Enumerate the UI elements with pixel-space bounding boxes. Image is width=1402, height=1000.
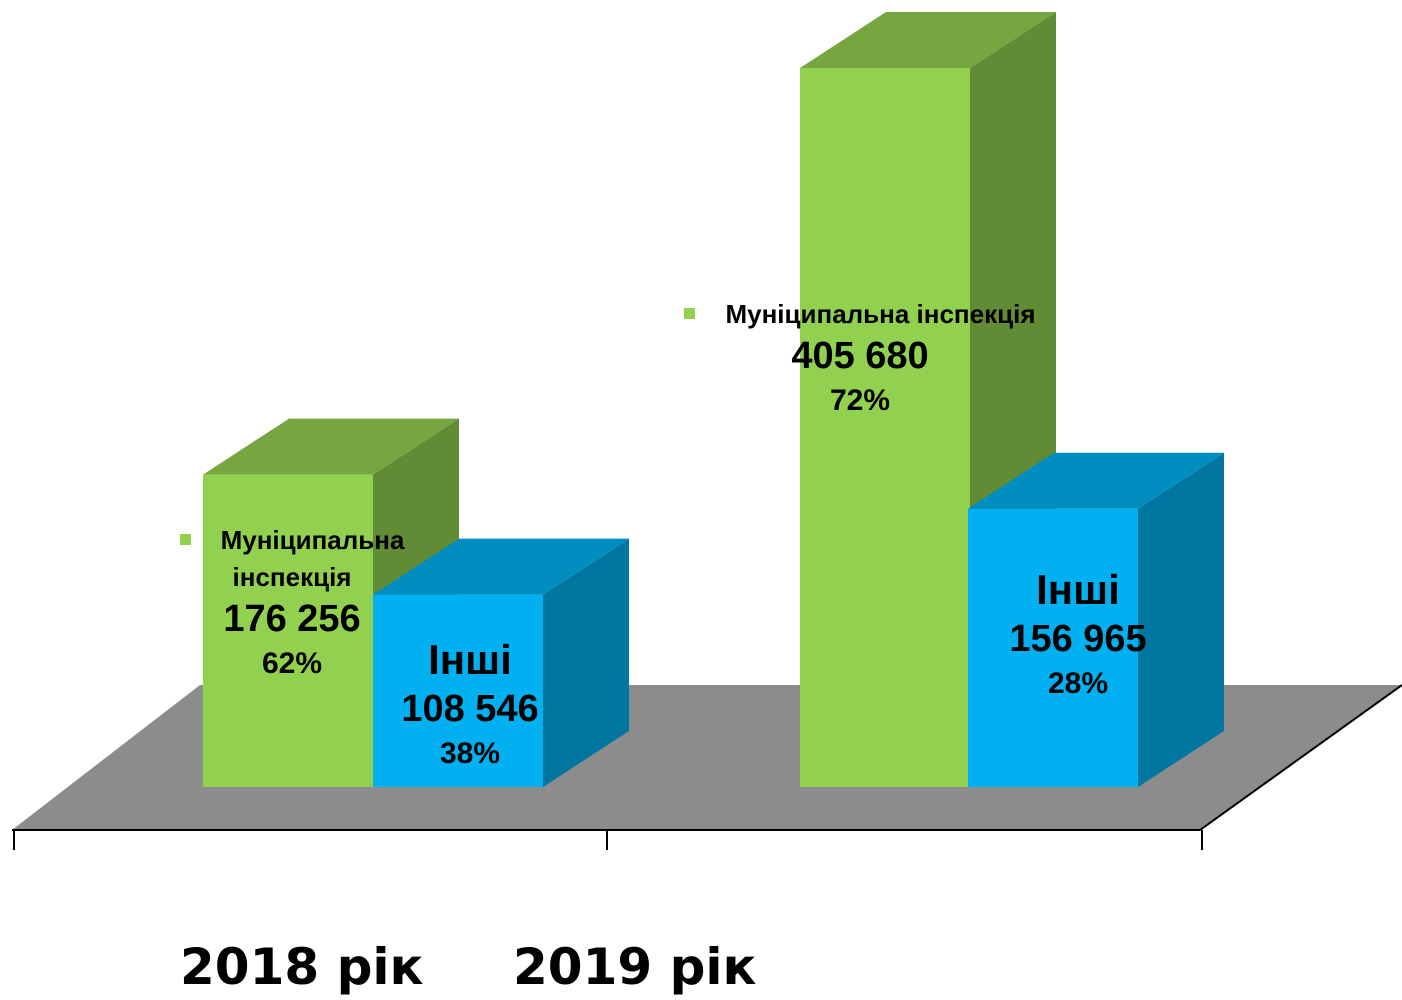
bar bbox=[968, 508, 1138, 787]
series-name: Інші bbox=[360, 634, 580, 686]
series-name-text: Інші bbox=[1036, 566, 1120, 613]
share-label: 38% bbox=[439, 737, 501, 770]
share-label: 62% bbox=[261, 647, 323, 680]
value-label: 176 256 bbox=[223, 598, 361, 640]
legend-key bbox=[179, 533, 191, 545]
series-name: Муніципальна інспекція bbox=[167, 522, 417, 596]
share-label: 28% bbox=[1047, 667, 1109, 700]
data-label: Інші 156 965 28% bbox=[968, 564, 1188, 706]
series-name: Інші bbox=[968, 564, 1188, 616]
bar bbox=[800, 68, 970, 787]
value-label: 108 546 bbox=[401, 688, 539, 730]
bar-top bbox=[800, 12, 1056, 68]
bar bbox=[373, 594, 543, 787]
x-tick-label: 2018 рік bbox=[180, 938, 424, 996]
value-label: 156 965 bbox=[1009, 618, 1147, 660]
legend-key bbox=[684, 307, 696, 319]
bar bbox=[203, 474, 373, 787]
bars bbox=[203, 12, 1224, 787]
share-label: 72% bbox=[829, 384, 891, 417]
series-name-text: Інші bbox=[428, 636, 512, 683]
data-label: Муніципальна інспекція 176 256 62% bbox=[167, 522, 417, 686]
bar-top bbox=[373, 538, 629, 595]
bar-top bbox=[968, 452, 1224, 509]
series-name: Муніципальна інспекція bbox=[650, 296, 1070, 333]
floor-edge bbox=[12, 684, 1402, 831]
x-tick-label: 2019 рік bbox=[513, 938, 757, 996]
bar-side bbox=[1138, 452, 1224, 787]
series-name-text: Муніципальна інспекція bbox=[725, 299, 1036, 329]
bar-side bbox=[543, 538, 629, 787]
bar-top bbox=[203, 418, 459, 475]
series-name-text: Муніципальна інспекція bbox=[220, 525, 405, 592]
value-label: 405 680 bbox=[791, 335, 929, 377]
data-label: Муніципальна інспекція 405 680 72% bbox=[650, 296, 1070, 423]
data-label: Інші 108 546 38% bbox=[360, 634, 580, 776]
